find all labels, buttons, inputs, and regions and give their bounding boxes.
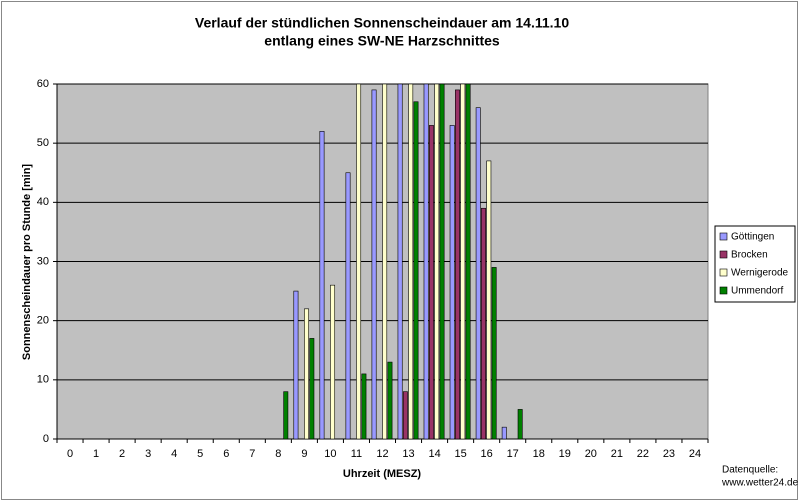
y-tick-label: 60 xyxy=(37,78,49,90)
y-tick-label: 40 xyxy=(37,196,49,208)
bar xyxy=(501,426,507,440)
bar xyxy=(382,83,388,440)
bar xyxy=(413,101,419,440)
x-tick-label: 17 xyxy=(507,448,519,460)
x-tick-label: 0 xyxy=(67,448,73,460)
bar xyxy=(475,107,481,440)
legend-swatch xyxy=(719,286,728,295)
legend-label: Ummendorf xyxy=(731,286,783,297)
x-tick-label: 12 xyxy=(376,448,388,460)
bar xyxy=(428,125,434,440)
legend-swatch xyxy=(719,232,728,241)
x-tick-label: 7 xyxy=(249,448,255,460)
x-tick-label: 13 xyxy=(402,448,414,460)
bar xyxy=(330,284,336,440)
bar xyxy=(387,361,393,440)
bar xyxy=(423,83,429,440)
x-tick-label: 9 xyxy=(301,448,307,460)
bar xyxy=(397,83,403,440)
x-tick-label: 23 xyxy=(663,448,675,460)
bar xyxy=(408,83,414,440)
y-tick-label: 10 xyxy=(37,374,49,386)
legend-swatch xyxy=(719,250,728,259)
bar xyxy=(361,373,367,440)
x-tick-label: 16 xyxy=(481,448,493,460)
bar xyxy=(455,89,460,440)
bar xyxy=(439,83,445,440)
source: www.wetter24.de xyxy=(721,478,799,489)
x-tick-label: 19 xyxy=(559,448,571,460)
chart-subtitle: entlang eines SW-NE Harzschnittes xyxy=(264,33,500,49)
x-tick-label: 10 xyxy=(324,448,336,460)
x-tick-label: 4 xyxy=(171,448,177,460)
bar xyxy=(481,207,486,440)
bar xyxy=(517,409,523,440)
bar xyxy=(460,83,466,440)
x-tick-label: 22 xyxy=(637,448,649,460)
x-tick-label: 3 xyxy=(145,448,151,460)
x-tick-label: 6 xyxy=(223,448,229,460)
x-tick-label: 14 xyxy=(428,448,440,460)
x-tick-label: 2 xyxy=(119,448,125,460)
legend-box xyxy=(714,225,796,303)
x-tick-label: 24 xyxy=(689,448,701,460)
source-label: Datenquelle: xyxy=(722,465,778,476)
bar xyxy=(283,391,289,440)
x-tick-label: 18 xyxy=(533,448,545,460)
bar xyxy=(486,160,492,440)
bar xyxy=(449,125,455,440)
bar xyxy=(345,172,351,440)
x-tick-label: 11 xyxy=(351,448,362,460)
y-tick-label: 50 xyxy=(37,137,49,149)
legend-swatch xyxy=(719,268,728,277)
y-tick-label: 30 xyxy=(37,255,49,267)
x-tick-label: 20 xyxy=(585,448,597,460)
legend-label: Brocken xyxy=(731,250,768,261)
chart-title: Verlauf der stündlichen Sonnenscheindaue… xyxy=(195,15,569,31)
legend-label: Wernigerode xyxy=(731,268,789,279)
bar xyxy=(491,267,497,440)
bar xyxy=(371,89,377,440)
x-tick-label: 21 xyxy=(611,448,623,460)
bar xyxy=(402,391,408,440)
bar xyxy=(293,290,299,440)
x-axis-title: Uhrzeit (MESZ) xyxy=(343,468,422,480)
y-tick-label: 0 xyxy=(43,433,49,445)
bar xyxy=(356,83,362,440)
bar xyxy=(319,131,325,440)
x-tick-label: 1 xyxy=(93,448,99,460)
x-tick-label: 5 xyxy=(197,448,203,460)
bar xyxy=(434,83,440,440)
bar xyxy=(304,308,309,440)
y-axis-title: Sonnenscheindauer pro Stunde [min] xyxy=(21,164,33,361)
legend-label: Göttingen xyxy=(731,232,774,243)
x-tick-label: 8 xyxy=(275,448,281,460)
bar xyxy=(309,338,315,440)
y-tick-label: 20 xyxy=(37,315,49,327)
x-tick-label: 15 xyxy=(454,448,466,460)
bar xyxy=(465,83,471,440)
